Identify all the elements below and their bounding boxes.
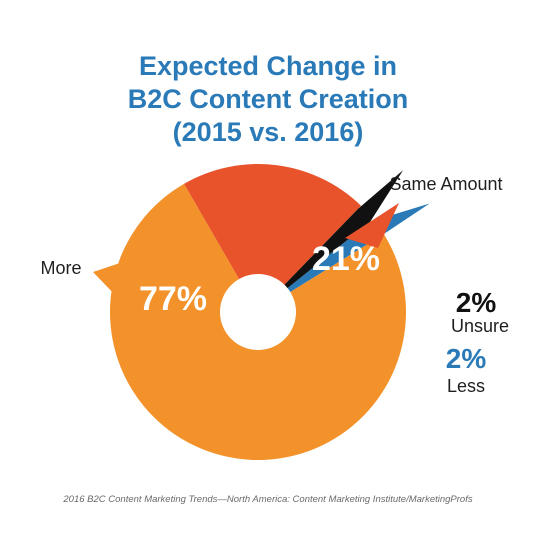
chart-title-line-3: (2015 vs. 2016) — [172, 117, 364, 147]
callout-pointer-more — [93, 262, 123, 298]
callout-pointer-same-amount — [345, 203, 399, 248]
chart-title-line-1: Expected Change in — [138, 51, 398, 81]
slice-less — [258, 203, 430, 312]
pct-label-same-amount: 21% — [312, 240, 380, 278]
pct-label-more: 77% — [139, 280, 207, 318]
slice-same-amount — [184, 163, 362, 312]
donut-hole — [220, 274, 296, 350]
chart-title-line-2: B2C Content Creation — [127, 84, 409, 114]
name-label-less: Less — [447, 376, 485, 396]
source-note: 2016 B2C Content Marketing Trends—North … — [63, 494, 473, 505]
name-label-same-amount: Same Amount — [389, 174, 502, 194]
pct-label-less: 2% — [446, 343, 487, 374]
pct-label-unsure: 2% — [456, 287, 497, 318]
name-label-unsure: Unsure — [451, 316, 509, 336]
slice-unsure — [258, 170, 404, 312]
name-label-more: More — [40, 258, 81, 278]
